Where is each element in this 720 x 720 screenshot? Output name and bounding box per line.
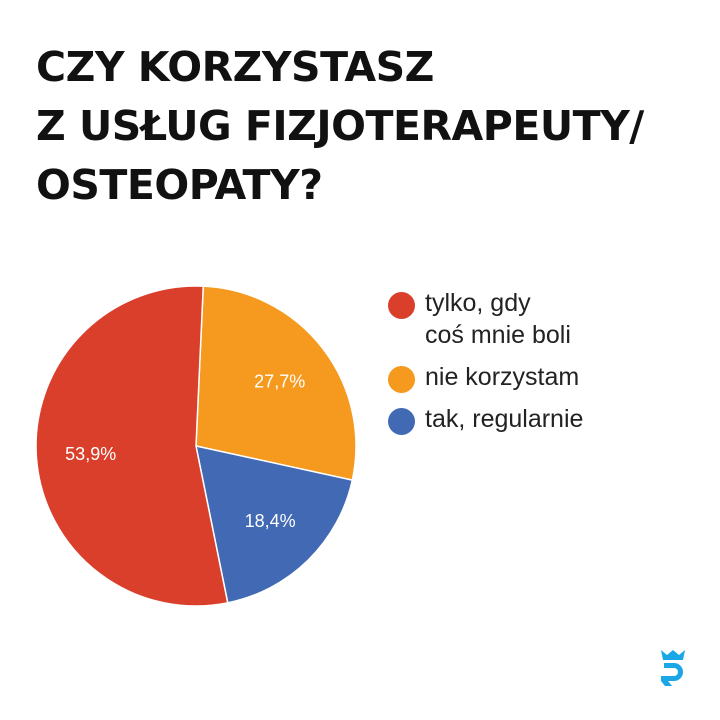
page-title: CZY KORZYSTASZ Z USŁUG FIZJOTERAPEUTY/ O… bbox=[36, 38, 706, 215]
legend-item-regularly: tak, regularnie bbox=[388, 403, 708, 435]
legend-item-only-when-hurts: tylko, gdy coś mnie boli bbox=[388, 287, 708, 351]
pie-slice-label: 27,7% bbox=[254, 372, 305, 392]
legend-label: tylko, gdy coś mnie boli bbox=[425, 289, 571, 349]
legend-swatch-red bbox=[388, 292, 415, 319]
pie-slice bbox=[195, 445, 354, 604]
legend-label: tak, regularnie bbox=[425, 405, 584, 433]
legend-swatch-orange bbox=[388, 366, 415, 393]
title-line-3: OSTEOPATY? bbox=[36, 161, 323, 209]
title-line-2: Z USŁUG FIZJOTERAPEUTY/ bbox=[36, 102, 644, 150]
legend-label: nie korzystam bbox=[425, 363, 580, 391]
legend-item-not-using: nie korzystam bbox=[388, 361, 708, 393]
title-line-1: CZY KORZYSTASZ bbox=[36, 43, 434, 91]
pie-slice bbox=[195, 285, 357, 482]
pie-slice-label: 53,9% bbox=[65, 444, 116, 464]
chart-legend: tylko, gdy coś mnie boli nie korzystam t… bbox=[388, 287, 708, 445]
pie-slice bbox=[35, 285, 229, 607]
pie-slice-label: 18,4% bbox=[245, 511, 296, 531]
legend-swatch-blue bbox=[388, 408, 415, 435]
brand-logo-icon bbox=[661, 650, 685, 686]
